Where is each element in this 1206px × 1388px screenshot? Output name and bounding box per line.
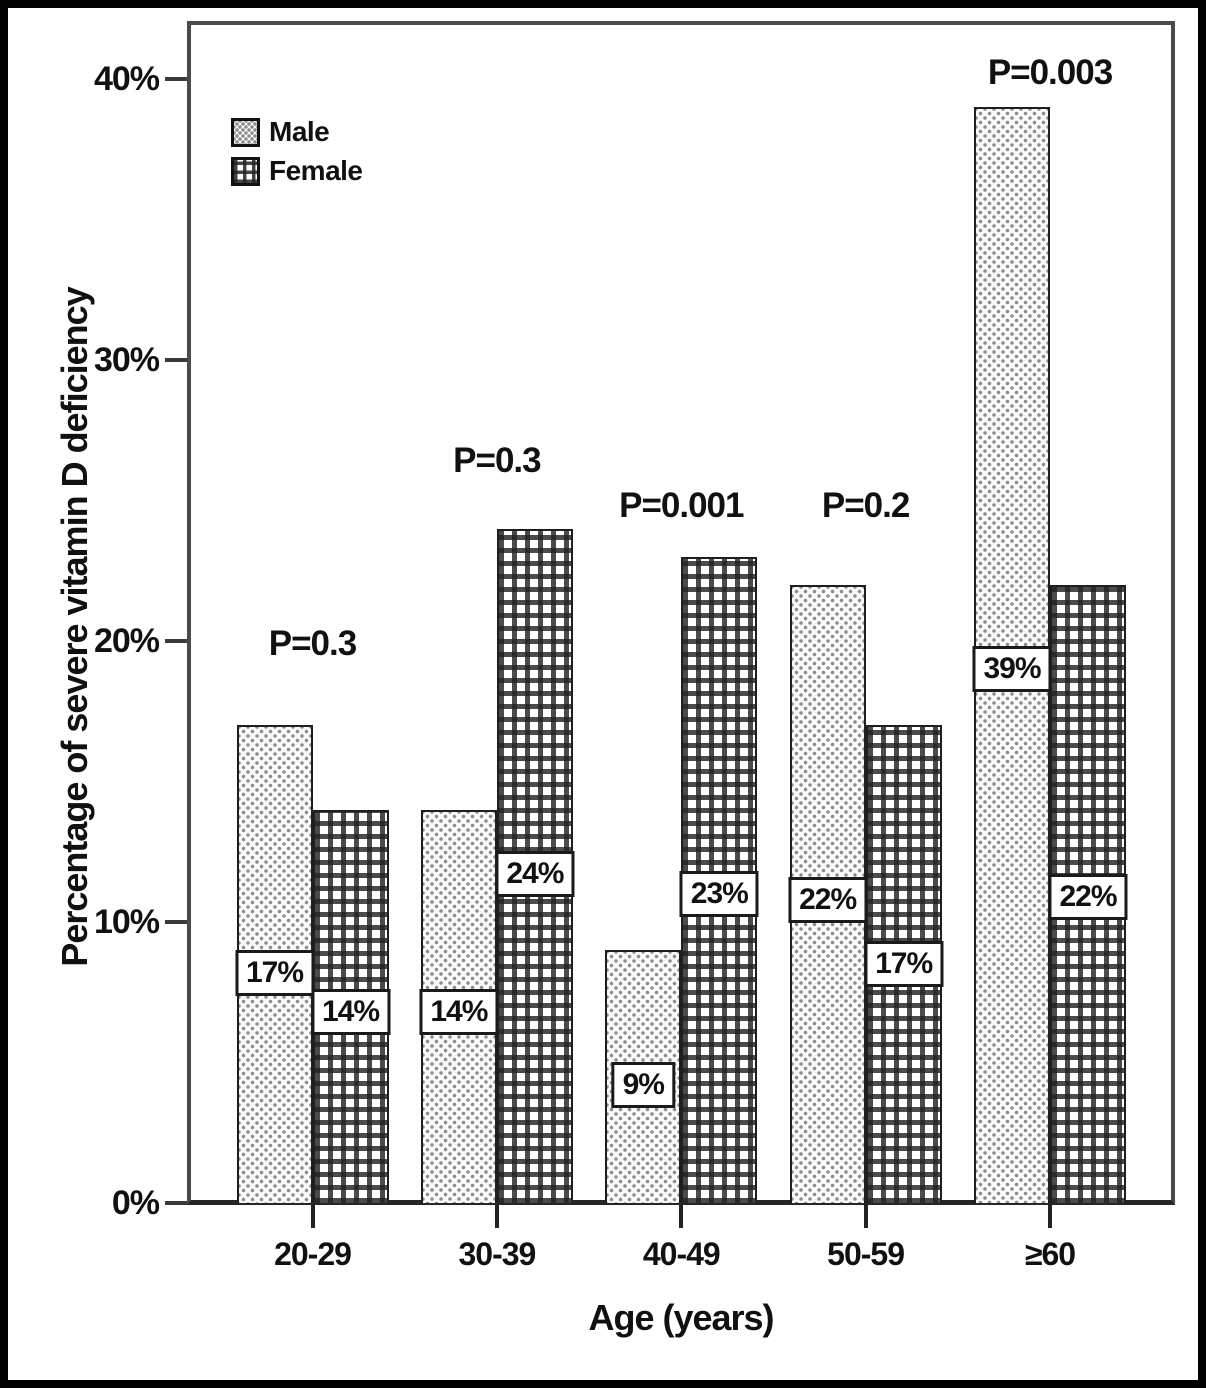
male-pattern-swatch-icon	[231, 117, 260, 147]
value-label-female-40-49: 23%	[679, 870, 759, 917]
x-axis-title: Age (years)	[588, 1297, 774, 1338]
legend-label-female: Female	[269, 155, 363, 186]
y-axis-tick-label: 10%	[93, 903, 160, 941]
value-label-male-30-39: 14%	[419, 988, 499, 1035]
value-label-male-40-49: 9%	[611, 1061, 675, 1108]
p-value-label: P=0.2	[821, 486, 910, 526]
value-label-male-50-59: 22%	[788, 876, 868, 923]
x-axis-tick	[863, 1205, 868, 1228]
p-value-label: P=0.001	[619, 486, 744, 526]
x-axis-tick-label: 20-29	[274, 1236, 352, 1272]
legend-entry-female: Female	[231, 155, 363, 187]
y-axis-tick	[165, 639, 187, 643]
value-label-female-30-39: 24%	[495, 851, 575, 898]
y-axis-tick	[165, 1201, 187, 1205]
value-label-male-≥60: 39%	[972, 646, 1052, 693]
female-pattern-swatch-icon	[231, 156, 260, 186]
x-axis-tick-label: ≥60	[1024, 1236, 1076, 1272]
p-value-label: P=0.003	[987, 53, 1113, 93]
value-label-male-20-29: 17%	[234, 949, 315, 996]
p-value-label: P=0.3	[453, 441, 541, 481]
x-axis-tick	[1048, 1205, 1052, 1228]
y-axis-tick-label: 20%	[93, 622, 160, 660]
p-value-label: P=0.3	[268, 623, 357, 663]
x-axis-tick	[679, 1205, 684, 1228]
value-label-female-50-59: 17%	[864, 941, 944, 988]
y-axis-tick	[165, 358, 187, 362]
value-label-female-≥60: 22%	[1048, 873, 1128, 920]
x-axis-tick-label: 40-49	[642, 1236, 721, 1272]
x-axis-tick-label: 50-59	[827, 1236, 905, 1272]
legend-entry-male: Male	[231, 116, 363, 148]
legend-label-male: Male	[269, 116, 330, 147]
y-axis-tick	[165, 920, 187, 924]
value-label-female-20-29: 14%	[310, 988, 391, 1035]
x-axis-tick	[494, 1205, 499, 1228]
x-axis-tick-label: 30-39	[458, 1236, 536, 1272]
y-axis-tick-label: 30%	[93, 341, 160, 379]
x-axis-tick	[310, 1205, 315, 1228]
legend: Male Female	[231, 116, 363, 194]
y-axis-tick-label: 40%	[93, 60, 160, 98]
y-axis-tick	[165, 77, 187, 81]
y-axis-tick-label: 0%	[111, 1184, 160, 1222]
